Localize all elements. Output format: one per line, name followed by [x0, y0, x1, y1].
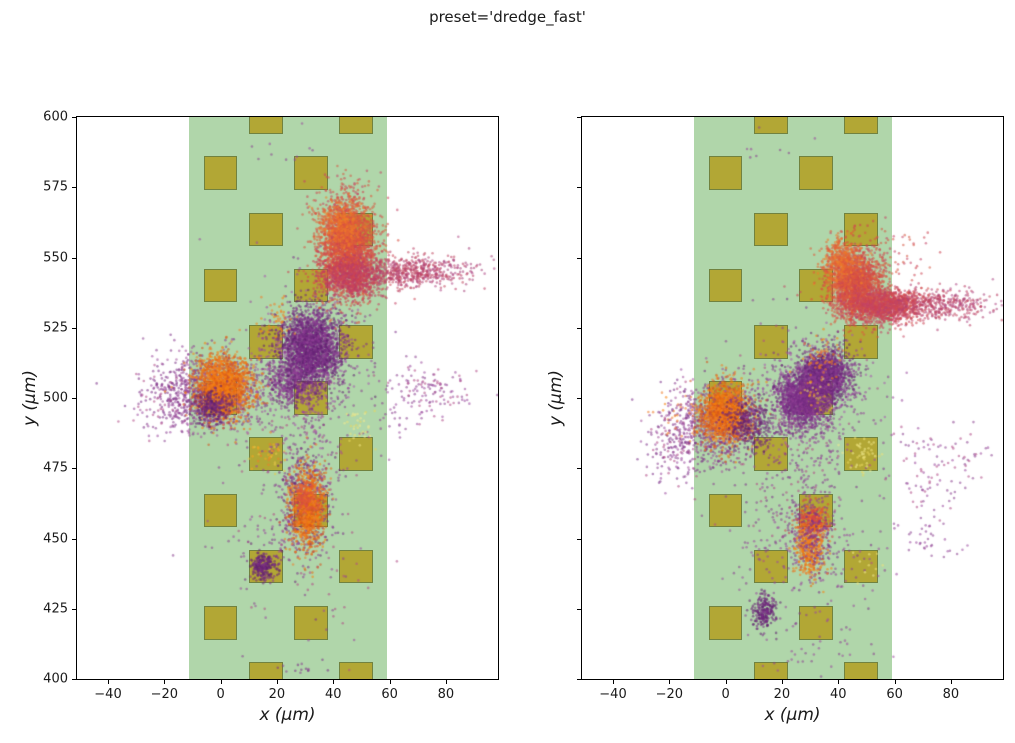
- x-tick-mark: [276, 680, 278, 684]
- y-tick-mark: [72, 538, 76, 540]
- y-tick-mark: [577, 327, 581, 329]
- y-tick-label: 525: [43, 320, 68, 336]
- x-tick-mark: [333, 680, 335, 684]
- y-tick-label: 550: [43, 250, 68, 265]
- x-tick-label: 40: [325, 687, 342, 702]
- y-tick-mark: [72, 468, 76, 470]
- y-tick-mark: [72, 187, 76, 189]
- y-tick-label: 600: [43, 109, 68, 125]
- x-tick-mark: [445, 680, 447, 684]
- x-tick-label: −40: [94, 687, 122, 702]
- x-tick-mark: [220, 680, 222, 684]
- x-tick-label: −20: [150, 687, 179, 702]
- y-tick-mark: [577, 608, 581, 610]
- figure-title: preset='dredge_fast': [429, 8, 586, 26]
- x-tick-label: 20: [773, 687, 791, 702]
- right-plot-area: [582, 117, 1003, 679]
- x-tick-mark: [389, 680, 391, 684]
- y-tick-label: 500: [43, 390, 68, 406]
- x-axis-label: x (μm): [259, 705, 316, 725]
- x-tick-mark: [108, 680, 109, 684]
- x-tick-mark: [669, 680, 671, 684]
- left-plot-area: [77, 117, 498, 679]
- x-tick-mark: [725, 680, 727, 684]
- y-tick-mark: [577, 257, 581, 259]
- x-tick-label: 40: [830, 687, 847, 702]
- x-tick-mark: [894, 680, 896, 684]
- spike-scatter-canvas: [582, 117, 1003, 679]
- x-axis-label: x (μm): [764, 705, 821, 725]
- spike-scatter-canvas: [77, 117, 498, 679]
- right-subplot: −40 −20 0 20 40 60 80 x (μm) y (μm): [546, 116, 1004, 725]
- y-tick-mark: [577, 468, 581, 470]
- x-tick-label: 60: [381, 687, 398, 702]
- y-tick-label: 450: [43, 531, 68, 546]
- y-tick-label: 575: [43, 179, 68, 195]
- y-tick-label: 400: [43, 671, 68, 687]
- x-tick-label: 0: [216, 687, 225, 702]
- x-tick-label: 60: [886, 687, 903, 702]
- y-tick-mark: [577, 187, 581, 189]
- y-axis-label: y (μm): [546, 369, 566, 427]
- x-tick-label: 80: [437, 687, 455, 702]
- x-tick-label: 80: [942, 687, 960, 702]
- y-tick-mark: [577, 538, 581, 540]
- x-tick-mark: [164, 680, 166, 684]
- y-tick-mark: [577, 398, 581, 399]
- y-tick-mark: [577, 679, 581, 680]
- x-tick-mark: [950, 680, 952, 684]
- y-tick-mark: [577, 117, 581, 118]
- y-tick-label: 425: [43, 601, 68, 617]
- y-tick-mark: [72, 117, 76, 118]
- x-tick-mark: [781, 680, 783, 684]
- x-tick-label: −20: [655, 687, 684, 702]
- y-tick-mark: [72, 679, 76, 680]
- y-tick-mark: [72, 398, 76, 399]
- x-tick-mark: [838, 680, 840, 684]
- y-tick-mark: [72, 608, 76, 610]
- x-tick-label: 20: [268, 687, 286, 702]
- y-tick-mark: [72, 257, 76, 259]
- y-axis-label: y (μm): [20, 369, 40, 427]
- x-tick-label: −40: [599, 687, 627, 702]
- y-tick-mark: [72, 327, 76, 329]
- x-tick-label: 0: [721, 687, 730, 702]
- y-tick-label: 475: [43, 460, 68, 476]
- left-subplot: −40 −20 0 20 40 60 80 400 425 450 475 500 525 550 575…: [20, 110, 499, 725]
- x-tick-mark: [613, 680, 614, 684]
